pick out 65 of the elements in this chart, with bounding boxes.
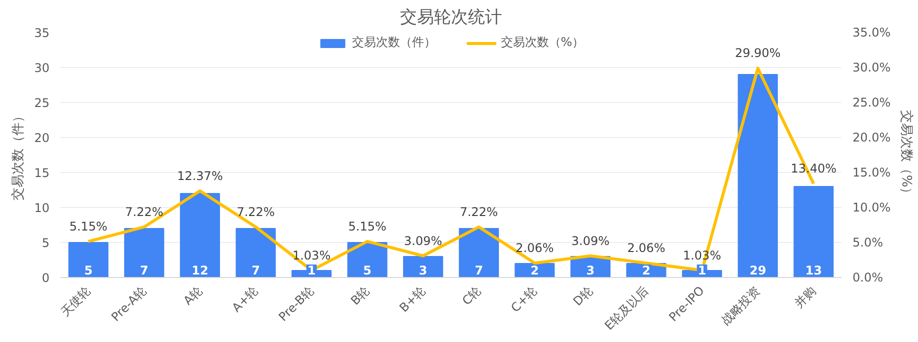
bar <box>458 228 499 278</box>
chart-title: 交易轮次统计 <box>400 8 502 28</box>
x-tick-label: 天使轮 <box>58 284 94 319</box>
y-tick-label: 0 <box>42 271 50 285</box>
data-label: 5.15% <box>348 219 386 234</box>
data-label: 7.22% <box>125 204 164 219</box>
data-label: 29.90% <box>734 46 781 60</box>
bar <box>180 193 220 278</box>
bar <box>236 228 276 278</box>
y-tick-label: 15 <box>34 166 50 180</box>
y-tick-label: 20 <box>34 131 50 145</box>
data-label: 3 <box>418 264 428 278</box>
y2-tick-label: 15.0% <box>852 166 891 180</box>
y-tick-label: 10 <box>34 201 50 215</box>
bar <box>738 74 778 278</box>
y2-tick-label: 5.0% <box>852 236 883 250</box>
bar <box>794 186 834 278</box>
y-axis-title: 交易次数（件） <box>10 110 26 200</box>
y2-tick-label: 25.0% <box>852 96 891 110</box>
x-tick-label: D轮 <box>570 284 596 308</box>
data-label: 2 <box>530 264 539 278</box>
data-label: 5.15% <box>69 219 108 234</box>
x-tick-label: C轮 <box>460 284 484 308</box>
y2-tick-label: 35.0% <box>852 26 891 40</box>
data-label: 7 <box>474 264 484 278</box>
data-label: 12.37% <box>177 168 223 183</box>
data-label: 1 <box>698 264 706 278</box>
x-tick-label: 战略投资 <box>718 284 763 328</box>
data-label: 5 <box>84 264 93 278</box>
data-label: 2 <box>642 264 650 278</box>
data-label: 3.09% <box>404 234 442 248</box>
legend-label: 交易次数（%） <box>500 34 584 51</box>
legend-label: 交易次数（件） <box>352 34 436 51</box>
y-tick-label: 30 <box>34 61 50 75</box>
x-tick-label: A轮 <box>180 284 205 308</box>
data-label: 3.09% <box>571 234 610 248</box>
data-label: 7.22% <box>236 204 275 219</box>
data-label: 1 <box>307 264 316 278</box>
x-tick-label: C+轮 <box>508 284 540 315</box>
x-tick-label: B轮 <box>348 284 372 308</box>
y-tick-label: 5 <box>42 236 50 250</box>
data-label: 1.03% <box>292 248 331 262</box>
y2-axis-title: 交易次数（%） <box>898 110 915 200</box>
x-tick-label: B+轮 <box>396 284 428 315</box>
data-label: 12 <box>192 264 208 278</box>
y-tick-label: 25 <box>34 96 50 110</box>
y2-tick-label: 30.0% <box>852 60 891 74</box>
y2-tick-label: 20.0% <box>852 130 891 144</box>
data-label: 29 <box>749 264 766 278</box>
data-label: 7.22% <box>460 204 498 219</box>
x-tick-label: 并购 <box>792 284 819 310</box>
y2-tick-label: 0.0% <box>852 270 883 284</box>
bar <box>124 228 164 278</box>
bar <box>68 242 108 278</box>
y-tick-label: 35 <box>34 26 50 40</box>
data-label: 7 <box>252 264 260 278</box>
data-label: 13 <box>805 264 822 278</box>
data-label: 7 <box>140 264 148 278</box>
data-label: 3 <box>586 264 595 278</box>
data-label: 2.06% <box>516 241 554 256</box>
data-label: 5 <box>363 264 372 278</box>
x-tick-label: A+轮 <box>229 284 261 315</box>
x-tick-label: E轮及以后 <box>602 284 652 333</box>
y2-tick-label: 10.0% <box>852 200 891 214</box>
data-label: 2.06% <box>627 241 666 256</box>
